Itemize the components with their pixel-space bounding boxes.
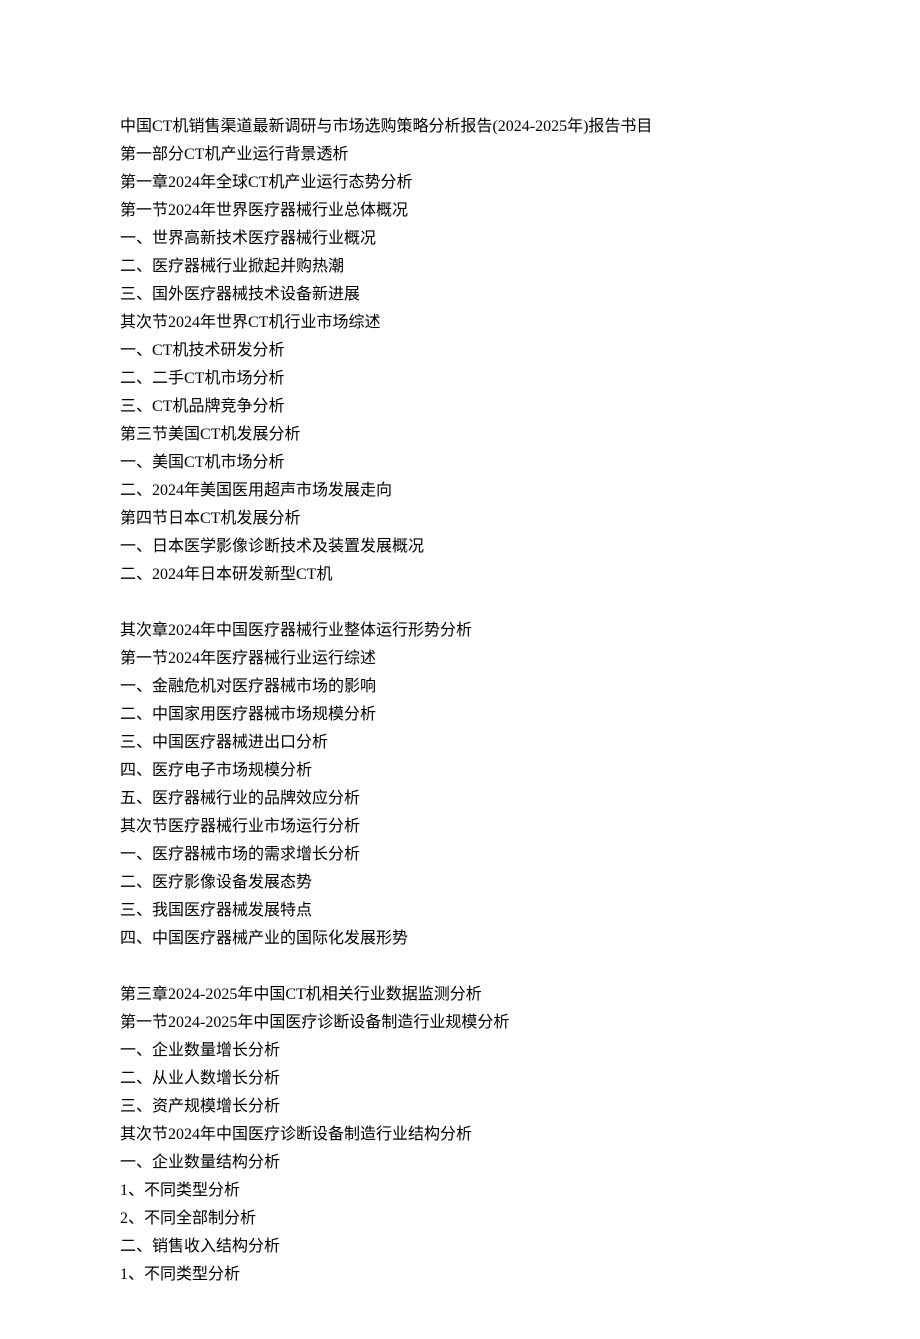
toc-line: 其次节2024年中国医疗诊断设备制造行业结构分析 xyxy=(120,1121,800,1149)
toc-line: 一、CT机技术研发分析 xyxy=(120,337,800,365)
toc-line: 一、医疗器械市场的需求增长分析 xyxy=(120,841,800,869)
blank-line xyxy=(120,953,800,981)
toc-line: 一、企业数量增长分析 xyxy=(120,1037,800,1065)
toc-line: 二、二手CT机市场分析 xyxy=(120,365,800,393)
toc-line: 四、中国医疗器械产业的国际化发展形势 xyxy=(120,925,800,953)
toc-line: 二、2024年美国医用超声市场发展走向 xyxy=(120,477,800,505)
document-body: 中国CT机销售渠道最新调研与市场选购策略分析报告(2024-2025年)报告书目… xyxy=(120,113,800,1289)
toc-line: 二、中国家用医疗器械市场规模分析 xyxy=(120,701,800,729)
toc-line: 第一节2024年医疗器械行业运行综述 xyxy=(120,645,800,673)
toc-line: 三、国外医疗器械技术设备新进展 xyxy=(120,281,800,309)
toc-line: 一、世界高新技术医疗器械行业概况 xyxy=(120,225,800,253)
toc-line: 第四节日本CT机发展分析 xyxy=(120,505,800,533)
toc-line: 三、资产规模增长分析 xyxy=(120,1093,800,1121)
toc-line: 第一部分CT机产业运行背景透析 xyxy=(120,141,800,169)
toc-line: 第三节美国CT机发展分析 xyxy=(120,421,800,449)
document-page: 中国CT机销售渠道最新调研与市场选购策略分析报告(2024-2025年)报告书目… xyxy=(0,0,920,1339)
toc-line: 四、医疗电子市场规模分析 xyxy=(120,757,800,785)
toc-line: 三、我国医疗器械发展特点 xyxy=(120,897,800,925)
toc-line: 第三章2024-2025年中国CT机相关行业数据监测分析 xyxy=(120,981,800,1009)
toc-line: 二、销售收入结构分析 xyxy=(120,1233,800,1261)
toc-line: 二、2024年日本研发新型CT机 xyxy=(120,561,800,589)
toc-line: 中国CT机销售渠道最新调研与市场选购策略分析报告(2024-2025年)报告书目 xyxy=(120,113,800,141)
toc-line: 三、CT机品牌竞争分析 xyxy=(120,393,800,421)
toc-line: 一、金融危机对医疗器械市场的影响 xyxy=(120,673,800,701)
toc-line: 第一节2024-2025年中国医疗诊断设备制造行业规模分析 xyxy=(120,1009,800,1037)
toc-line: 一、日本医学影像诊断技术及装置发展概况 xyxy=(120,533,800,561)
toc-line: 其次节2024年世界CT机行业市场综述 xyxy=(120,309,800,337)
toc-line: 一、美国CT机市场分析 xyxy=(120,449,800,477)
toc-line: 一、企业数量结构分析 xyxy=(120,1149,800,1177)
toc-line: 三、中国医疗器械进出口分析 xyxy=(120,729,800,757)
toc-line: 五、医疗器械行业的品牌效应分析 xyxy=(120,785,800,813)
toc-line: 2、不同全部制分析 xyxy=(120,1205,800,1233)
toc-line: 二、医疗器械行业掀起并购热潮 xyxy=(120,253,800,281)
toc-line: 其次节医疗器械行业市场运行分析 xyxy=(120,813,800,841)
toc-line: 二、医疗影像设备发展态势 xyxy=(120,869,800,897)
blank-line xyxy=(120,589,800,617)
toc-line: 第一节2024年世界医疗器械行业总体概况 xyxy=(120,197,800,225)
toc-line: 二、从业人数增长分析 xyxy=(120,1065,800,1093)
toc-line: 1、不同类型分析 xyxy=(120,1261,800,1289)
toc-line: 1、不同类型分析 xyxy=(120,1177,800,1205)
toc-line: 其次章2024年中国医疗器械行业整体运行形势分析 xyxy=(120,617,800,645)
toc-line: 第一章2024年全球CT机产业运行态势分析 xyxy=(120,169,800,197)
